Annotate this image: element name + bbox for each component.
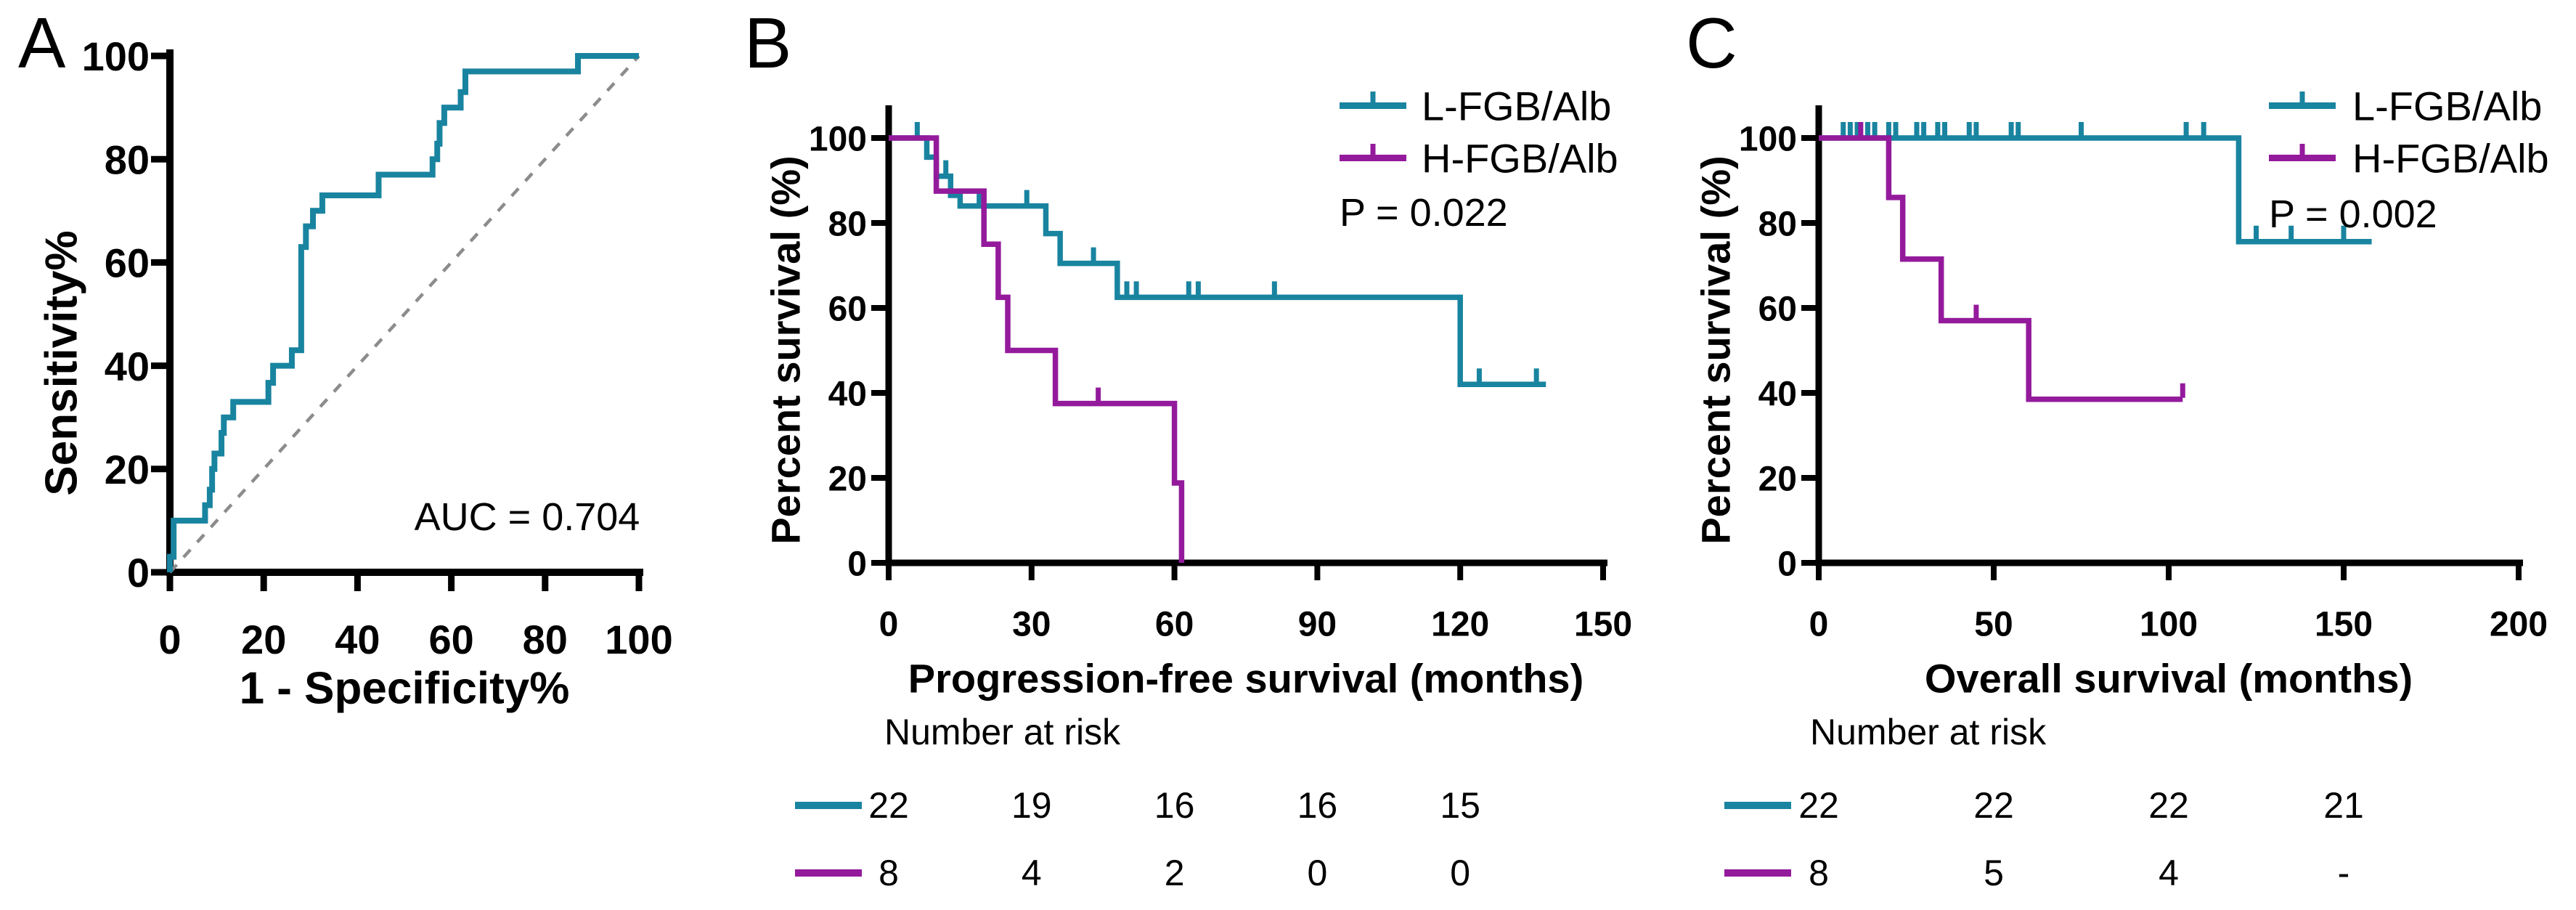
roc-y-tick-label: 60	[105, 240, 150, 286]
panel-b-y-axis-title: Percent survival (%)	[762, 155, 809, 545]
os-y-tick-label: 60	[1758, 290, 1797, 328]
roc-y-tick-label: 100	[82, 33, 150, 79]
risk-count: 16	[1297, 785, 1338, 826]
pfs-x-tick-label: 150	[1574, 605, 1632, 643]
censor-tick-icon	[1370, 92, 1376, 103]
panel-b-number-at-risk-label: Number at risk	[884, 712, 1121, 752]
panel-c-number-at-risk-label: Number at risk	[1810, 712, 2047, 752]
risk-count: 19	[1011, 785, 1052, 826]
risk-row-key-h-fgb/alb	[1724, 869, 1791, 877]
panel-a-letter: A	[18, 3, 66, 83]
roc-y-tick-label: 0	[127, 550, 150, 596]
roc-curve-roc	[167, 53, 639, 572]
pfs-y-tick-label: 100	[809, 120, 867, 158]
risk-count: 4	[2159, 853, 2179, 893]
risk-row-key-l-fgb/alb	[1724, 802, 1791, 809]
panel-a-auc-annotation: AUC = 0.704	[414, 495, 640, 539]
pfs-y-tick-label: 40	[828, 375, 867, 413]
os-x-tick-label: 50	[1974, 605, 2013, 643]
os-curve-h-fgb/alb	[1819, 135, 2183, 402]
panel-c-letter: C	[1686, 3, 1737, 83]
roc-x-tick-label: 60	[428, 617, 473, 662]
risk-count: 22	[868, 785, 909, 826]
pfs-x-tick-label: 60	[1155, 605, 1194, 643]
legend-key-h-fgb-alb	[2269, 144, 2336, 161]
risk-row-key-h-fgb/alb	[795, 869, 862, 877]
pfs-x-tick-label: 30	[1012, 605, 1051, 643]
panel-a-x-axis-title: 1 - Specificity%	[239, 663, 570, 714]
roc-y-tick-label: 80	[105, 137, 150, 182]
os-x-tick-label: 150	[2315, 605, 2373, 643]
risk-count: 8	[1809, 853, 1829, 893]
panel-c-y-axis-title: Percent survival (%)	[1692, 155, 1739, 545]
pfs-x-tick-label: 0	[879, 605, 899, 643]
risk-count: 15	[1440, 785, 1480, 826]
os-y-tick-label: 100	[1739, 120, 1797, 158]
risk-count: 0	[1307, 853, 1328, 893]
pfs-y-tick-label: 60	[828, 290, 867, 328]
risk-count: 22	[1973, 785, 2014, 826]
os-x-tick-label: 200	[2490, 605, 2548, 643]
os-x-tick-label: 100	[2140, 605, 2198, 643]
legend-label-h-fgb-alb: H-FGB/Alb	[1422, 135, 1618, 182]
os-y-tick-label: 40	[1758, 375, 1797, 413]
os-y-tick-label: 20	[1758, 460, 1797, 498]
legend-key-h-fgb-alb	[1340, 144, 1406, 161]
panel-b-p-value: P = 0.022	[1340, 191, 1508, 235]
pfs-curve-h-fgb/alb	[889, 135, 1185, 563]
pfs-y-tick-label: 80	[828, 205, 867, 243]
pfs-x-tick-label: 120	[1431, 605, 1489, 643]
risk-count: 5	[1984, 853, 2004, 893]
censor-tick-icon	[2299, 144, 2305, 155]
roc-x-tick-label: 40	[335, 617, 380, 662]
pfs-x-tick-label: 90	[1298, 605, 1337, 643]
panel-b-letter: B	[744, 3, 792, 83]
legend-key-l-fgb-alb	[2269, 92, 2336, 109]
risk-row-key-l-fgb/alb	[795, 802, 862, 809]
legend-label-h-fgb-alb: H-FGB/Alb	[2352, 135, 2549, 182]
os-y-tick-label: 0	[1777, 545, 1797, 583]
roc-x-tick-label: 80	[523, 617, 568, 662]
panel-b-x-axis-title: Progression-free survival (months)	[908, 655, 1584, 702]
censor-tick-icon	[2299, 92, 2305, 103]
panel-a-y-axis-title: Sensitivity%	[36, 230, 87, 496]
os-curve-l-fgb/alb	[1819, 135, 2372, 245]
roc-y-tick-label: 20	[105, 447, 150, 492]
os-y-tick-label: 80	[1758, 205, 1797, 243]
roc-reference-diagonal	[168, 54, 640, 574]
risk-count: 8	[879, 853, 899, 893]
os-x-tick-label: 0	[1809, 605, 1829, 643]
roc-y-tick-label: 40	[105, 344, 150, 389]
risk-count: 0	[1450, 853, 1471, 893]
risk-count: 21	[2323, 785, 2364, 826]
risk-count: 2	[1164, 853, 1185, 893]
roc-x-tick-label: 100	[605, 617, 672, 662]
panel-c-p-value: P = 0.002	[2269, 192, 2437, 236]
roc-x-tick-label: 20	[241, 617, 286, 662]
risk-count: 16	[1154, 785, 1195, 826]
pfs-y-tick-label: 20	[828, 460, 867, 498]
legend-label-l-fgb-alb: L-FGB/Alb	[2352, 83, 2543, 129]
pfs-y-tick-label: 0	[847, 545, 867, 583]
risk-count: 22	[2148, 785, 2189, 826]
legend-label-l-fgb-alb: L-FGB/Alb	[1422, 83, 1612, 129]
risk-count: -	[2337, 853, 2350, 893]
panel-c-x-axis-title: Overall survival (months)	[1924, 655, 2413, 702]
censor-tick-icon	[1370, 144, 1376, 155]
risk-count: 4	[1021, 853, 1042, 893]
legend-key-l-fgb-alb	[1340, 92, 1406, 109]
risk-count: 22	[1798, 785, 1839, 826]
roc-x-tick-label: 0	[158, 617, 181, 662]
